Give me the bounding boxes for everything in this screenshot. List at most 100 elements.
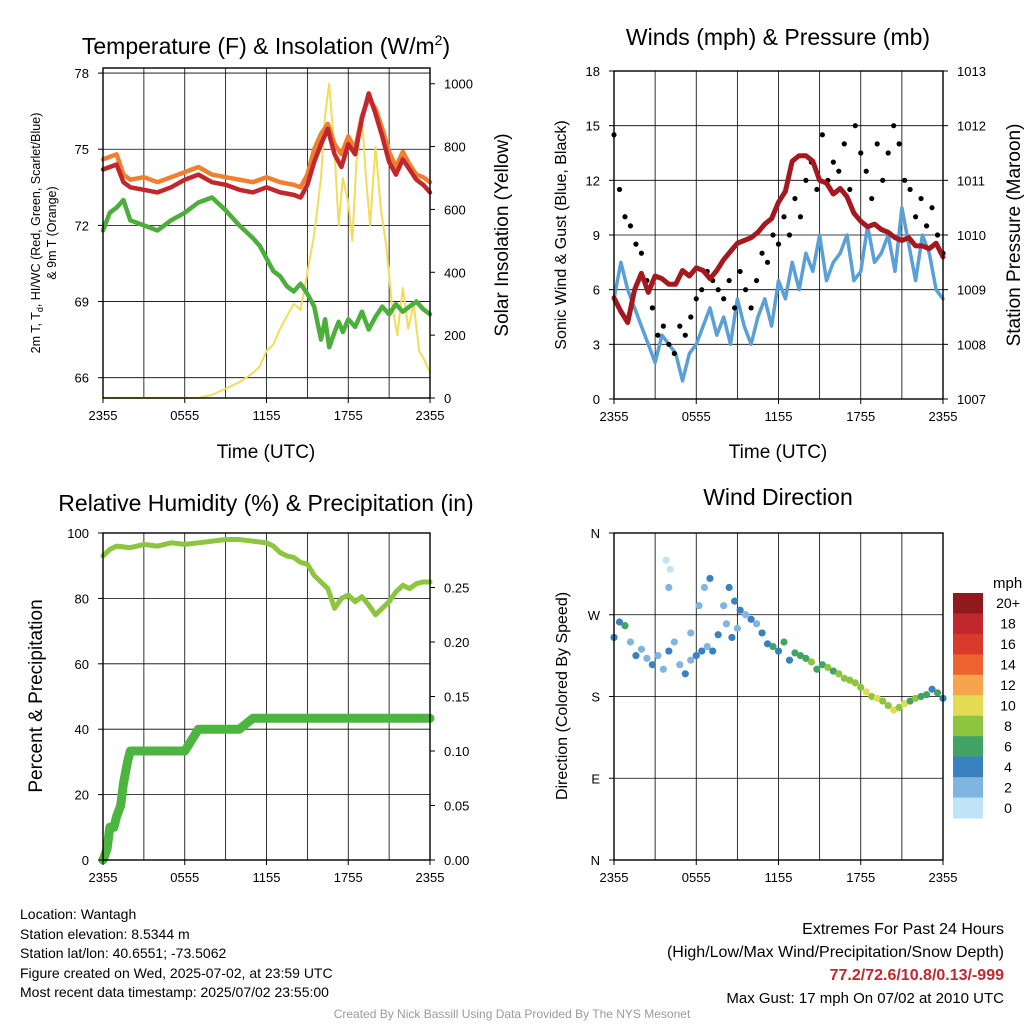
legend-swatch xyxy=(953,777,983,799)
winds-y-tick-label: 0 xyxy=(593,392,600,407)
pressure-y2-tick-label: 1007 xyxy=(957,392,986,407)
gust-point xyxy=(858,150,864,156)
max-gust: Max Gust: 17 mph On 07/02 at 2010 UTC xyxy=(726,990,1004,1007)
pressure-y2-tick-label: 1013 xyxy=(957,64,986,79)
wind-direction-point xyxy=(774,647,783,655)
wind-direction-panel: Wind Direction 2355 0555 1155 1755 2355NESWN… xyxy=(554,484,1022,885)
gust-point xyxy=(671,350,677,357)
humidity-y-tick-label: 60 xyxy=(75,657,89,672)
insolation-y2-tick-label: 1000 xyxy=(444,77,473,92)
gust-point xyxy=(770,232,776,238)
temperature-x-tick-label: 2355 xyxy=(416,408,445,423)
temperature-y-tick-label: 72 xyxy=(75,218,89,233)
legend-swatch xyxy=(953,593,983,614)
extremes-subtitle: (High/Low/Max Wind/Precipitation/Snow De… xyxy=(666,944,1004,961)
gust-point xyxy=(841,141,847,147)
insolation-y-axis-label: Solar Insolation (Yellow) xyxy=(492,133,513,336)
gust-point xyxy=(923,223,930,229)
wind-direction-point xyxy=(879,697,887,705)
wind-direction-point xyxy=(728,633,736,642)
gust-point xyxy=(693,296,699,302)
temperature-y-tick-label: 66 xyxy=(75,371,89,386)
temperature-x-axis-label: Time (UTC) xyxy=(217,442,316,463)
wind-direction-point xyxy=(868,692,876,701)
wind-direction-point xyxy=(780,638,788,646)
wind-direction-y-axis-label: Direction (Colored By Speed) xyxy=(554,592,571,800)
gust-point xyxy=(616,186,623,193)
temperature-ticks: 2355 0555 1155 1755 2355 66 69 72 75 78 0 200 400 600… xyxy=(75,66,473,423)
wind-direction-point xyxy=(720,602,728,610)
gust-point xyxy=(885,150,891,156)
precipitation-line xyxy=(98,713,435,865)
temperature-y-tick-label: 69 xyxy=(75,295,89,310)
wind-direction-y-tick-label: S xyxy=(591,690,600,705)
insolation-y2-tick-label: 200 xyxy=(444,328,466,343)
gust-point xyxy=(797,214,804,220)
humidity-grid xyxy=(103,533,430,860)
legend-swatch xyxy=(953,736,983,758)
wind-direction-point xyxy=(676,661,684,669)
gust-point xyxy=(792,195,798,202)
temperature-grid xyxy=(103,68,430,398)
temperature-x-tick-label: 0555 xyxy=(170,408,199,423)
wind-direction-point xyxy=(813,665,821,673)
gust-point xyxy=(869,195,875,202)
gust-point xyxy=(753,277,760,284)
humidity-x-tick-label: 2355 xyxy=(416,870,445,885)
winds-ticks: 2355 0555 1155 1755 235503691215181007100810… xyxy=(586,64,986,424)
gust-point xyxy=(836,168,842,174)
wind-direction-x-tick-label: 2355 xyxy=(600,870,629,885)
wind-direction-point xyxy=(681,670,689,678)
gust-point xyxy=(732,305,738,311)
wind-direction-point xyxy=(698,647,706,655)
pressure-line xyxy=(611,153,946,325)
legend-swatch xyxy=(953,633,983,655)
wind-direction-point xyxy=(733,624,741,632)
most-recent-timestamp: Most recent data timestamp: 2025/07/02 2… xyxy=(20,984,329,1000)
extremes-info: Extremes For Past 24 Hours (High/Low/Max… xyxy=(667,918,1004,1010)
wind-direction-point xyxy=(643,654,651,662)
temperature-chart-title: Temperature (F) & Insolation (W/m2) xyxy=(82,32,450,59)
insolation-y2-tick-label: 800 xyxy=(444,140,466,155)
wind-direction-chart-title: Wind Direction xyxy=(703,484,853,510)
gust-point xyxy=(764,259,771,265)
wind-direction-point xyxy=(692,652,700,660)
humidity-line xyxy=(100,537,433,618)
wind-direction-point xyxy=(758,629,766,637)
legend-swatch xyxy=(953,715,983,737)
gust-point xyxy=(907,186,913,193)
wind-direction-point xyxy=(769,642,777,651)
gust-point xyxy=(649,305,655,311)
wind-direction-point xyxy=(851,679,859,687)
humidity-y-axis-label: Percent & Precipitation xyxy=(26,599,47,792)
gust-point xyxy=(880,177,886,183)
humidity-panel: Relative Humidity (%) & Precipitation (i… xyxy=(26,490,474,885)
wind-direction-point xyxy=(747,615,755,623)
wind-direction-point xyxy=(687,629,695,637)
legend-label: 20+ xyxy=(996,595,1020,611)
precipitation-y2-tick-label: 0.15 xyxy=(444,690,469,705)
wind-direction-point xyxy=(933,689,942,697)
gust-point xyxy=(814,186,820,193)
wind-direction-point xyxy=(621,622,629,630)
wind-direction-x-tick-label: 1755 xyxy=(846,870,875,885)
wind-direction-point xyxy=(654,652,662,660)
wind-direction-series xyxy=(610,556,947,714)
dewpoint-line xyxy=(100,195,433,350)
wind-direction-point xyxy=(722,620,731,628)
wind-direction-point xyxy=(665,583,673,592)
legend-swatch xyxy=(953,797,983,819)
wind-direction-point xyxy=(742,611,750,619)
precipitation-y2-tick-label: 0.25 xyxy=(444,581,469,596)
wind-direction-point xyxy=(648,661,656,669)
gust-point xyxy=(622,214,628,220)
precipitation-y2-tick-label: 0.10 xyxy=(444,744,469,759)
humidity-y-tick-label: 0 xyxy=(82,853,89,868)
wind-direction-point xyxy=(714,631,722,639)
gust-point xyxy=(896,141,902,147)
station-latlon: Station lat/lon: 40.6551; -73.5062 xyxy=(20,945,227,961)
wind-direction-point xyxy=(659,665,667,673)
wind-direction-point xyxy=(706,574,714,583)
gust-point xyxy=(830,159,836,165)
figure-created: Figure created on Wed, 2025-07-02, at 23… xyxy=(20,964,333,981)
